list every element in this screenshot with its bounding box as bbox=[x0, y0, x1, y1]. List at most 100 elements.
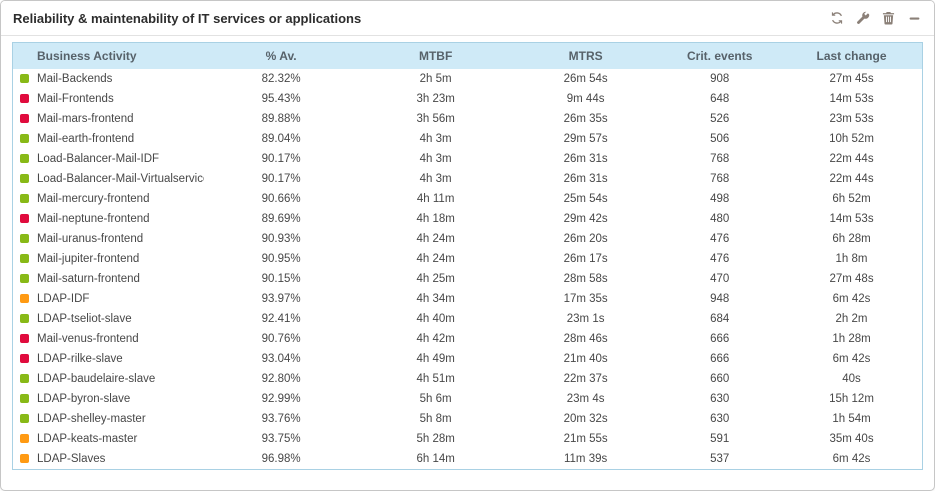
status-indicator-ok bbox=[20, 274, 29, 283]
wrench-icon[interactable] bbox=[855, 11, 870, 26]
cell-last_change: 6m 42s bbox=[832, 353, 871, 365]
cell-last_change: 1h 28m bbox=[832, 333, 871, 345]
cell-mtrs: 9m 44s bbox=[566, 93, 605, 105]
status-indicator-warning bbox=[20, 434, 29, 443]
trash-icon[interactable] bbox=[881, 11, 896, 26]
cell-availability: 93.76% bbox=[261, 413, 301, 425]
table-row[interactable]: Mail-uranus-frontend 90.93% 4h 24m 26m 20s 4… bbox=[13, 229, 922, 249]
cell-availability: 90.95% bbox=[261, 253, 301, 265]
cell-last_change: 6h 28m bbox=[832, 233, 871, 245]
table-row[interactable]: Mail-Backends 82.32% 2h 5m 26m 54s 908 27m 45… bbox=[13, 69, 922, 89]
cell-mtbf: 5h 28m bbox=[416, 433, 455, 445]
cell-availability: 90.17% bbox=[261, 153, 301, 165]
business-activity-name: LDAP-rilke-slave bbox=[37, 353, 123, 365]
cell-mtbf: 4h 18m bbox=[416, 213, 455, 225]
cell-crit_events: 666 bbox=[710, 353, 730, 365]
cell-last_change: 2h 2m bbox=[835, 313, 868, 325]
cell-last_change: 22m 44s bbox=[829, 173, 874, 185]
table-row[interactable]: LDAP-baudelaire-slave 92.80% 4h 51m 22m 37s… bbox=[13, 369, 922, 389]
cell-name: LDAP-shelley-master bbox=[13, 409, 204, 429]
cell-mtbf: 4h 3m bbox=[419, 153, 452, 165]
cell-availability: 93.04% bbox=[261, 353, 301, 365]
table-row[interactable]: Load-Balancer-Mail-Virtualservice 90.17% 4… bbox=[13, 169, 922, 189]
cell-last_change: 23m 53s bbox=[829, 113, 874, 125]
cell-mtrs: 26m 20s bbox=[563, 233, 608, 245]
business-activity-name: Load-Balancer-Mail-IDF bbox=[37, 153, 160, 165]
table-row[interactable]: Mail-earth-frontend 89.04% 4h 3m 29m 57s 506… bbox=[13, 129, 922, 149]
cell-mtrs: 29m 57s bbox=[563, 133, 608, 145]
cell-name: Load-Balancer-Mail-Virtualservice bbox=[13, 169, 204, 189]
column-header-mtrs[interactable]: MTRS bbox=[568, 49, 603, 63]
table-row[interactable]: Mail-mercury-frontend 90.66% 4h 11m 25m 54s… bbox=[13, 189, 922, 209]
cell-name: Mail-Backends bbox=[13, 69, 204, 89]
column-header-crit_events[interactable]: Crit. events bbox=[687, 49, 753, 63]
cell-mtrs: 20m 32s bbox=[563, 413, 608, 425]
cell-name: LDAP-baudelaire-slave bbox=[13, 369, 204, 389]
table-row[interactable]: Mail-Frontends 95.43% 3h 23m 9m 44s 648 14m 5… bbox=[13, 89, 922, 109]
cell-availability: 90.17% bbox=[261, 173, 301, 185]
cell-crit_events: 630 bbox=[710, 413, 730, 425]
widget-toolbar bbox=[829, 11, 922, 26]
cell-name: Mail-venus-frontend bbox=[13, 329, 204, 349]
table-row[interactable]: LDAP-rilke-slave 93.04% 4h 49m 21m 40s 666 6m… bbox=[13, 349, 922, 369]
status-indicator-ok bbox=[20, 374, 29, 383]
cell-availability: 93.75% bbox=[261, 433, 301, 445]
column-header-availability[interactable]: % Av. bbox=[265, 49, 297, 63]
table-row[interactable]: Mail-neptune-frontend 89.69% 4h 18m 29m 42s… bbox=[13, 209, 922, 229]
cell-mtbf: 4h 24m bbox=[416, 233, 455, 245]
business-activity-name: LDAP-shelley-master bbox=[37, 413, 146, 425]
widget-titlebar: Reliability & maintenability of IT servi… bbox=[1, 1, 934, 36]
cell-name: LDAP-rilke-slave bbox=[13, 349, 204, 369]
status-indicator-ok bbox=[20, 394, 29, 403]
status-indicator-critical bbox=[20, 94, 29, 103]
column-header-last_change[interactable]: Last change bbox=[816, 49, 887, 63]
table-row[interactable]: LDAP-Slaves 96.98% 6h 14m 11m 39s 537 6m 42s bbox=[13, 449, 922, 469]
cell-mtbf: 3h 23m bbox=[416, 93, 455, 105]
cell-mtbf: 5h 8m bbox=[419, 413, 452, 425]
table-row[interactable]: Mail-venus-frontend 90.76% 4h 42m 28m 46s 66… bbox=[13, 329, 922, 349]
table-row[interactable]: Mail-mars-frontend 89.88% 3h 56m 26m 35s 526… bbox=[13, 109, 922, 129]
table-row[interactable]: LDAP-shelley-master 93.76% 5h 8m 20m 32s 630… bbox=[13, 409, 922, 429]
cell-mtrs: 21m 55s bbox=[563, 433, 608, 445]
table-row[interactable]: Mail-saturn-frontend 90.15% 4h 25m 28m 58s 4… bbox=[13, 269, 922, 289]
table-row[interactable]: LDAP-tseliot-slave 92.41% 4h 40m 23m 1s 684 2… bbox=[13, 309, 922, 329]
cell-last_change: 35m 40s bbox=[829, 433, 874, 445]
business-activity-name: LDAP-tseliot-slave bbox=[37, 313, 132, 325]
table-row[interactable]: LDAP-byron-slave 92.99% 5h 6m 23m 4s 630 15h … bbox=[13, 389, 922, 409]
cell-availability: 89.04% bbox=[261, 133, 301, 145]
column-header-mtbf[interactable]: MTBF bbox=[418, 49, 453, 63]
cell-crit_events: 480 bbox=[710, 213, 730, 225]
business-activity-name: LDAP-baudelaire-slave bbox=[37, 373, 156, 385]
cell-name: Mail-Frontends bbox=[13, 89, 204, 109]
business-activity-name: LDAP-IDF bbox=[37, 293, 90, 305]
cell-mtrs: 11m 39s bbox=[563, 453, 608, 465]
table-row[interactable]: LDAP-keats-master 93.75% 5h 28m 21m 55s 591 3… bbox=[13, 429, 922, 449]
cell-last_change: 10h 52m bbox=[829, 133, 874, 145]
cell-mtrs: 28m 46s bbox=[563, 333, 608, 345]
minimize-icon[interactable] bbox=[907, 11, 922, 26]
cell-availability: 90.66% bbox=[261, 193, 301, 205]
cell-mtrs: 29m 42s bbox=[563, 213, 608, 225]
status-indicator-ok bbox=[20, 254, 29, 263]
column-header-name[interactable]: Business Activity bbox=[37, 49, 137, 63]
business-activity-name: Mail-saturn-frontend bbox=[37, 273, 140, 285]
business-activity-name: Mail-uranus-frontend bbox=[37, 233, 144, 245]
cell-mtrs: 21m 40s bbox=[563, 353, 608, 365]
cell-name: Load-Balancer-Mail-IDF bbox=[13, 149, 204, 169]
business-activity-name: Mail-venus-frontend bbox=[37, 333, 139, 345]
table-row[interactable]: LDAP-IDF 93.97% 4h 34m 17m 35s 948 6m 42s bbox=[13, 289, 922, 309]
cell-mtrs: 26m 54s bbox=[563, 73, 608, 85]
cell-mtrs: 26m 17s bbox=[563, 253, 608, 265]
business-activity-name: Mail-jupiter-frontend bbox=[37, 253, 140, 265]
status-indicator-ok bbox=[20, 74, 29, 83]
refresh-icon[interactable] bbox=[829, 11, 844, 26]
cell-crit_events: 506 bbox=[710, 133, 730, 145]
table-header-row: Business Activity % Av. MTBF MTRS Crit. even… bbox=[13, 43, 922, 69]
cell-availability: 90.15% bbox=[261, 273, 301, 285]
table-row[interactable]: Mail-jupiter-frontend 90.95% 4h 24m 26m 17s… bbox=[13, 249, 922, 269]
cell-availability: 89.69% bbox=[261, 213, 301, 225]
cell-mtrs: 23m 4s bbox=[566, 393, 605, 405]
business-activity-name: Mail-Backends bbox=[37, 73, 113, 85]
cell-name: Mail-mercury-frontend bbox=[13, 189, 204, 209]
table-row[interactable]: Load-Balancer-Mail-IDF 90.17% 4h 3m 26m 31s… bbox=[13, 149, 922, 169]
